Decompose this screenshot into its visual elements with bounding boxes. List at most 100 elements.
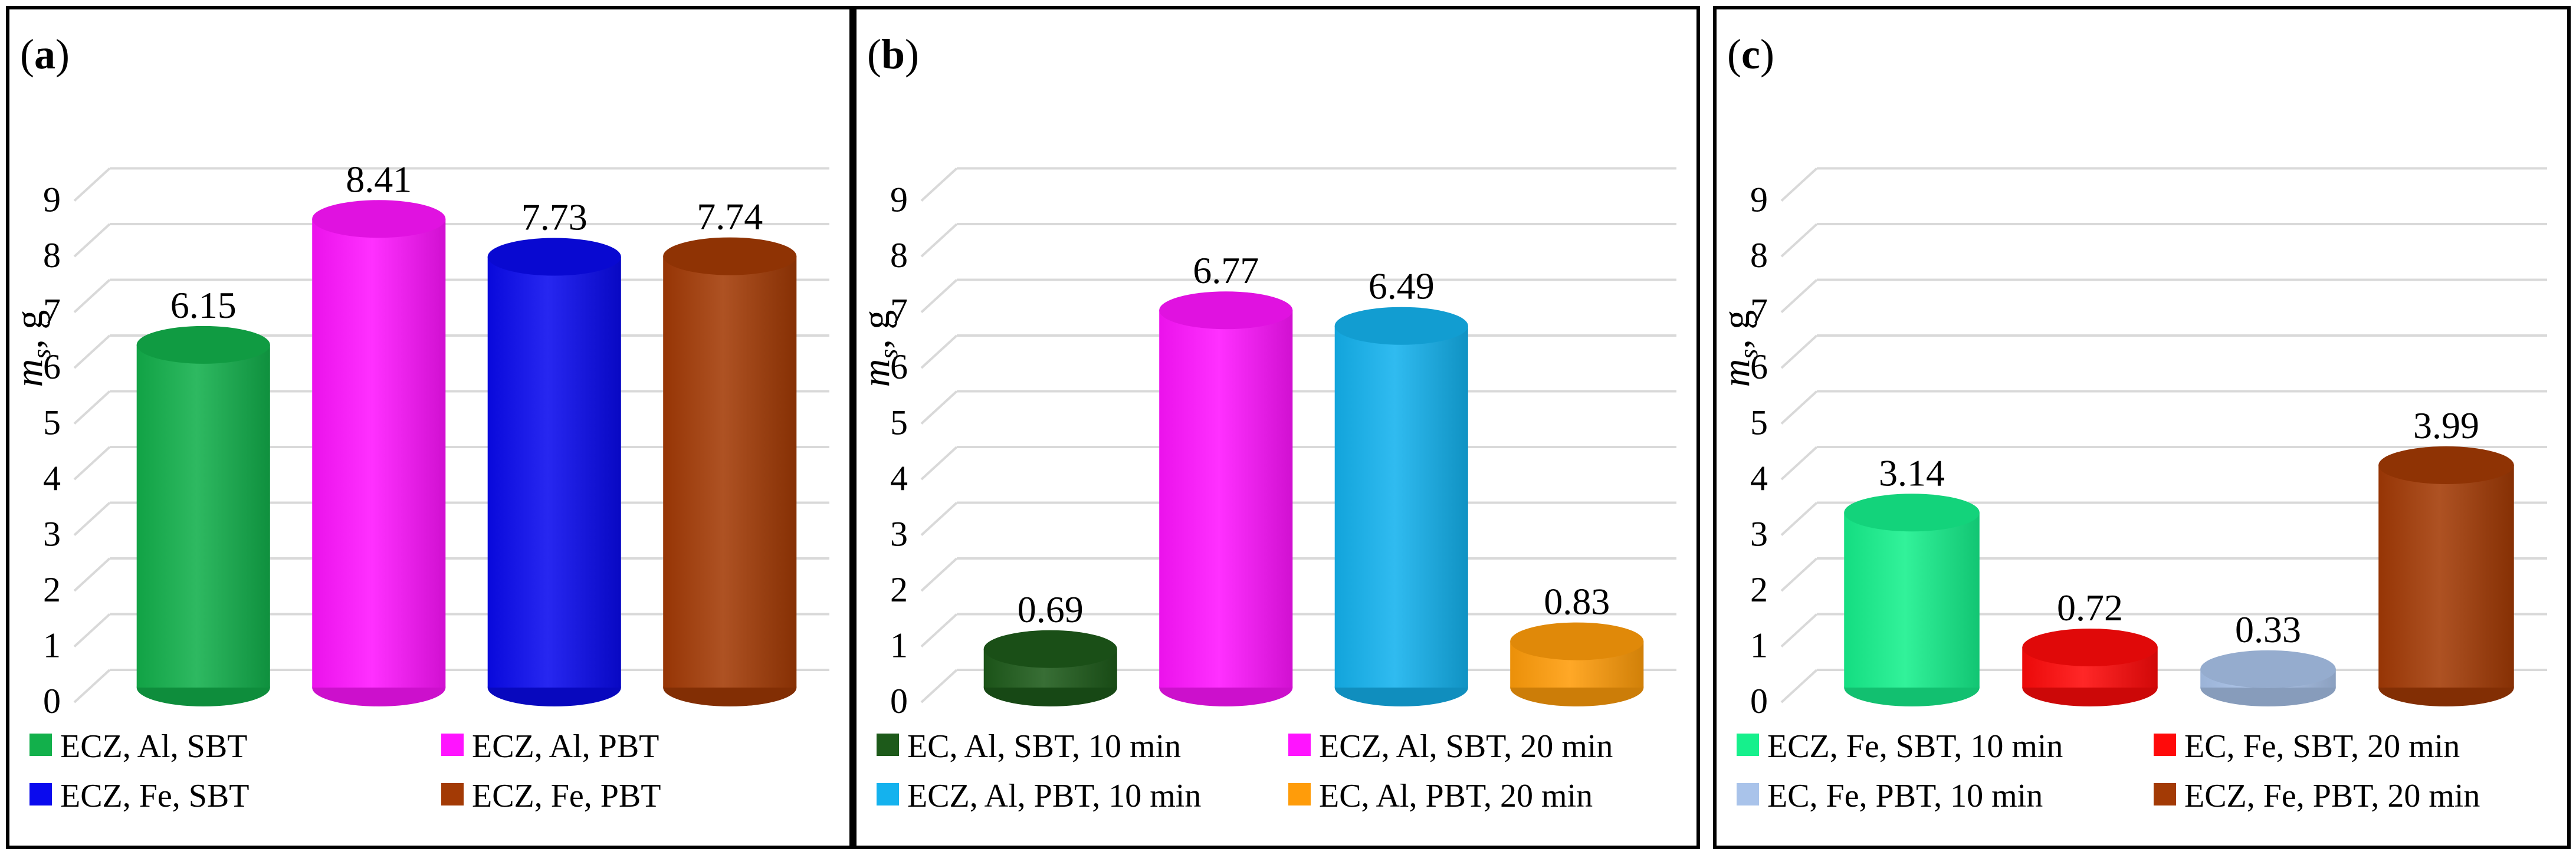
y-tick-label: 5	[1750, 403, 1768, 442]
y-tick-label: 1	[43, 626, 61, 665]
legend-swatch	[877, 783, 899, 805]
bar-top	[2200, 650, 2336, 688]
panel-label: (a)	[20, 31, 70, 78]
y-tick-label: 7	[1750, 292, 1768, 331]
gridline-depth	[920, 279, 958, 313]
bar-top	[1844, 494, 1980, 532]
y-tick-label: 6	[890, 347, 908, 386]
bar-top	[2378, 446, 2514, 484]
bar	[1159, 291, 1293, 706]
bar-body	[312, 219, 446, 688]
data-label: 3.99	[2413, 405, 2479, 446]
gridline-depth	[1780, 669, 1818, 703]
panel-label-letter: b	[881, 31, 905, 78]
bar	[2378, 446, 2514, 706]
data-label: 6.49	[1369, 265, 1435, 307]
gridline-depth	[1780, 557, 1818, 592]
bar-body	[1844, 512, 1980, 688]
legend-swatch	[1737, 783, 1759, 805]
data-label: 0.33	[2235, 609, 2301, 650]
gridline-depth	[1780, 223, 1818, 258]
legend-entry: EC, Fe, PBT, 10 min	[1767, 778, 2043, 814]
y-axis-label-sub: s	[874, 349, 903, 359]
y-tick-label: 1	[890, 626, 908, 665]
y-tick-label: 9	[890, 180, 908, 219]
bar	[312, 200, 446, 706]
gridline-depth	[73, 390, 111, 425]
legend-entry: ECZ, Fe, SBT	[60, 778, 249, 814]
bar-body	[136, 344, 270, 688]
y-tick-label: 0	[1750, 682, 1768, 721]
legend-entry: ECZ, Al, SBT, 20 min	[1319, 728, 1613, 765]
bar-body	[1159, 310, 1293, 688]
panel-label-letter: a	[34, 31, 55, 78]
gridline-depth	[73, 613, 111, 647]
legend-entry: ECZ, Al, PBT, 10 min	[907, 778, 1201, 814]
gridline-depth	[1780, 390, 1818, 425]
data-label: 3.14	[1879, 452, 1945, 494]
bar-top	[663, 237, 797, 275]
panel-label: (b)	[867, 31, 919, 78]
y-tick-label: 0	[43, 682, 61, 721]
gridline-depth	[920, 669, 958, 703]
gridline-depth	[73, 223, 111, 258]
data-label: 8.41	[346, 158, 412, 200]
gridline-depth	[920, 390, 958, 425]
legend-swatch	[1288, 734, 1311, 756]
gridline-depth	[920, 334, 958, 369]
y-tick-label: 6	[43, 347, 61, 386]
bar-top	[487, 238, 621, 276]
bar-body	[487, 257, 621, 688]
y-axis-label: ms, g	[857, 310, 903, 387]
y-tick-label: 4	[43, 459, 61, 498]
chart-panel-b: 0 1 2 3 4 5 6 7 8 9 ms, g (b) 0.69 6.77 6.49 0.83 EC, Al…	[853, 6, 1700, 849]
gridline-depth	[73, 167, 111, 202]
y-tick-label: 3	[43, 515, 61, 554]
y-tick-label: 6	[1750, 347, 1768, 386]
legend-entry: ECZ, Fe, PBT, 20 min	[2184, 778, 2480, 814]
legend-entry: EC, Al, SBT, 10 min	[907, 728, 1181, 765]
y-axis-label: ms, g	[1717, 310, 1763, 387]
bar-body	[2378, 465, 2514, 688]
y-axis-label-var: m	[857, 359, 898, 387]
gridline-depth	[73, 446, 111, 481]
legend-entry: ECZ, Al, SBT	[60, 728, 247, 765]
y-axis-label-sub: s	[1734, 349, 1763, 359]
gridline-depth	[1780, 613, 1818, 647]
y-tick-label: 5	[890, 403, 908, 442]
gridline-depth	[73, 334, 111, 369]
bar-top	[983, 630, 1117, 668]
gridline-depth	[920, 446, 958, 481]
legend-swatch	[29, 783, 52, 805]
y-axis-label-var: m	[9, 359, 51, 387]
bar	[2200, 650, 2336, 706]
gridline-depth	[73, 279, 111, 313]
gridline-depth	[920, 502, 958, 536]
bar	[2022, 628, 2158, 706]
gridline-depth	[1780, 446, 1818, 481]
legend-swatch	[877, 734, 899, 756]
bar-body	[1334, 326, 1468, 688]
gridline-depth	[920, 167, 958, 202]
y-axis-label-unit: , g	[1717, 310, 1758, 349]
data-label: 0.69	[1018, 588, 1084, 630]
legend-swatch	[1288, 783, 1311, 805]
legend-entry: ECZ, Al, PBT	[472, 728, 659, 765]
y-tick-label: 7	[43, 292, 61, 331]
bar-top	[136, 326, 270, 364]
panel-label: (c)	[1727, 31, 1774, 78]
bar-top	[1334, 307, 1468, 345]
chart-svg-c: 0 1 2 3 4 5 6 7 8 9 ms, g (c) 3.14 0.72 0.33 3.99 ECZ, F…	[1717, 31, 2547, 814]
bar	[487, 238, 621, 706]
gridline-depth	[73, 502, 111, 536]
y-tick-label: 3	[1750, 515, 1768, 554]
gridline-depth	[1780, 279, 1818, 313]
gridline-depth	[73, 669, 111, 703]
y-tick-label: 9	[43, 180, 61, 219]
y-tick-label: 8	[43, 236, 61, 275]
legend-swatch	[2154, 734, 2176, 756]
y-axis-label-unit: , g	[9, 310, 51, 349]
y-tick-label: 2	[43, 570, 61, 609]
chart-panel-c: 0 1 2 3 4 5 6 7 8 9 ms, g (c) 3.14 0.72 0.33 3.99 ECZ, F…	[1713, 6, 2571, 849]
y-tick-label: 2	[1750, 570, 1768, 609]
